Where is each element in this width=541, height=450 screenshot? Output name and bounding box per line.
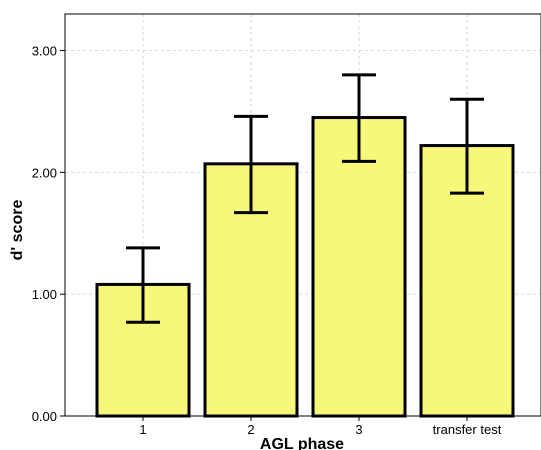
y-tick-label: 2.00 [32,165,57,180]
x-tick-label: transfer test [433,422,502,437]
y-tick-label: 3.00 [32,44,57,59]
y-axis-title: d' score [9,200,26,261]
x-tick-label: 2 [247,422,254,437]
y-tick-label: 1.00 [32,287,57,302]
error-bars [126,73,484,324]
bars [95,116,515,418]
bar [311,116,407,418]
x-tick-label: 3 [355,422,362,437]
y-tick-label: 0.00 [32,409,57,424]
x-tick-label: 1 [139,422,146,437]
x-axis-ticks: 1 2 3 transfer test [139,416,502,437]
plot-frame [64,13,541,417]
x-axis-title: AGL phase [260,436,344,450]
y-axis-ticks: 0.00 1.00 2.00 3.00 [32,44,65,424]
